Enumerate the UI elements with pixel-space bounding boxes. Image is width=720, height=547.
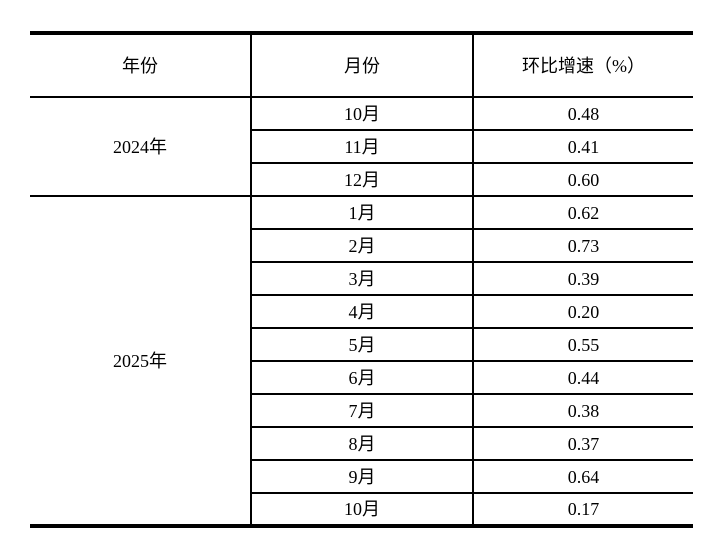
rate-cell: 0.55 (472, 328, 693, 362)
month-cell: 6月 (250, 361, 473, 395)
table-row: 8月 0.37 (30, 427, 693, 461)
table-row: 2月 0.73 (30, 229, 693, 263)
rate-cell: 0.39 (472, 262, 693, 296)
month-cell: 7月 (250, 394, 473, 428)
table-row: 9月 0.64 (30, 460, 693, 494)
month-cell: 1月 (250, 196, 473, 230)
rate-cell: 0.64 (472, 460, 693, 494)
table-row: 11月 0.41 (30, 130, 693, 164)
month-cell: 2月 (250, 229, 473, 263)
month-cell: 9月 (250, 460, 473, 494)
monthly-growth-rate-table: 年份 月份 环比增速（%） 2024年 10月 0.48 11月 0.41 12月 0.60… (30, 31, 693, 528)
table-header-row: 年份 月份 环比增速（%） (30, 33, 693, 98)
month-cell: 12月 (250, 163, 473, 197)
rate-cell: 0.60 (472, 163, 693, 197)
rate-cell: 0.73 (472, 229, 693, 263)
month-cell: 5月 (250, 328, 473, 362)
rate-cell: 0.20 (472, 295, 693, 329)
header-year: 年份 (30, 33, 251, 98)
table-row: 10月 0.17 (30, 493, 693, 527)
table-row: 5月 0.55 (30, 328, 693, 362)
month-cell: 4月 (250, 295, 473, 329)
year-cell: 2025年 (30, 196, 251, 527)
table-container: 年份 月份 环比增速（%） 2024年 10月 0.48 11月 0.41 12月 0.60… (30, 31, 693, 528)
rate-cell: 0.37 (472, 427, 693, 461)
header-rate: 环比增速（%） (472, 33, 693, 98)
month-cell: 10月 (250, 97, 473, 131)
rate-cell: 0.44 (472, 361, 693, 395)
table-row: 3月 0.39 (30, 262, 693, 296)
month-cell: 3月 (250, 262, 473, 296)
month-cell: 10月 (250, 493, 473, 527)
rate-cell: 0.48 (472, 97, 693, 131)
table-row: 4月 0.20 (30, 295, 693, 329)
month-cell: 11月 (250, 130, 473, 164)
header-month: 月份 (250, 33, 473, 98)
table-row: 12月 0.60 (30, 163, 693, 197)
table-row: 2024年 10月 0.48 (30, 97, 693, 197)
rate-cell: 0.41 (472, 130, 693, 164)
rate-cell: 0.17 (472, 493, 693, 527)
table-row: 2025年 1月 0.62 (30, 196, 693, 527)
rate-cell: 0.38 (472, 394, 693, 428)
table-row: 6月 0.44 (30, 361, 693, 395)
rate-cell: 0.62 (472, 196, 693, 230)
year-cell: 2024年 (30, 97, 251, 197)
table-row: 7月 0.38 (30, 394, 693, 428)
month-cell: 8月 (250, 427, 473, 461)
